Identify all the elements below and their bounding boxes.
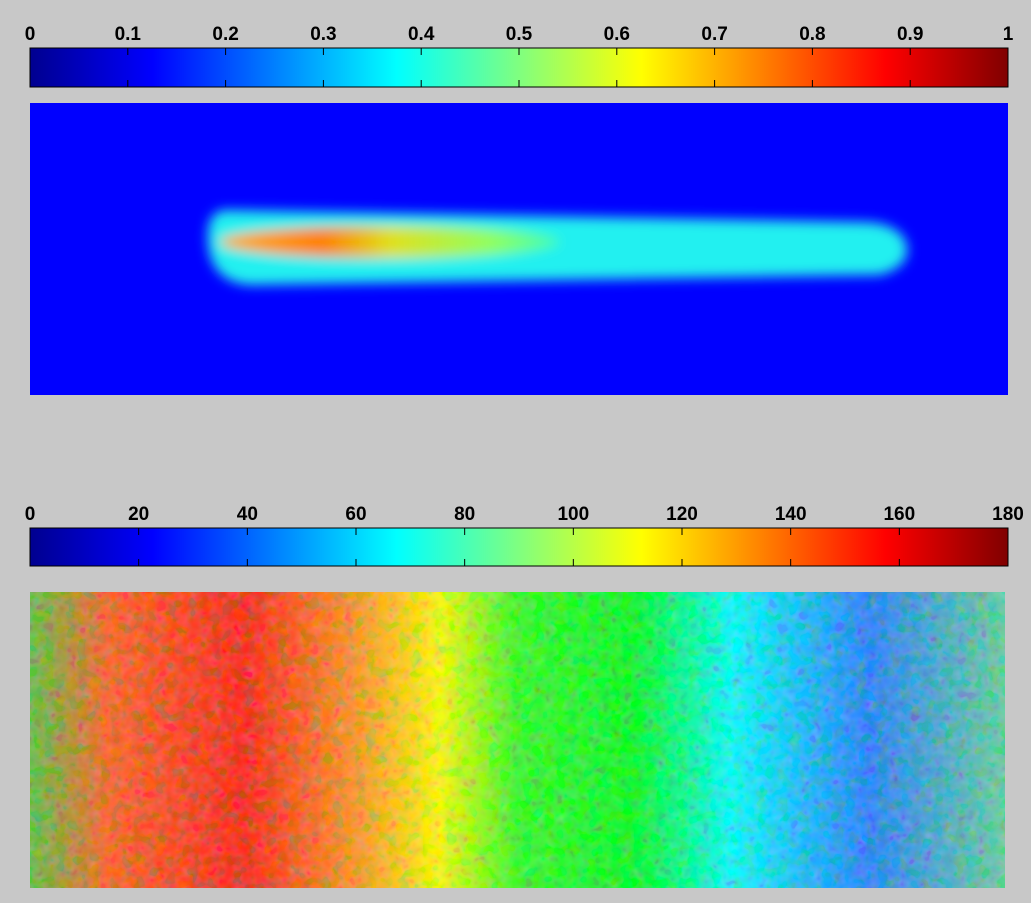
tick-label: 0.1: [115, 24, 142, 45]
tick-label: 0.5: [506, 24, 533, 45]
intensity-blob: [207, 210, 908, 285]
tick-label: 40: [237, 504, 258, 525]
colorbar: [29, 527, 1009, 567]
tick-label: 100: [557, 504, 589, 525]
tick-label: 1: [1003, 24, 1014, 45]
tick-label: 0.8: [799, 24, 825, 45]
tick-label: 80: [454, 504, 475, 525]
tick-label: 120: [666, 504, 698, 525]
tick-label: 0.6: [604, 24, 630, 45]
tick-label: 180: [992, 504, 1024, 525]
tick-label: 0.9: [897, 24, 923, 45]
tick-label: 0.7: [701, 24, 727, 45]
phase-image: [30, 592, 1005, 888]
tick-label: 0: [25, 24, 36, 45]
tick-label: 160: [883, 504, 915, 525]
tick-label: 0.4: [408, 24, 435, 45]
tick-label: 60: [345, 504, 366, 525]
tick-label: 0.3: [310, 24, 336, 45]
tick-label: 0.2: [212, 24, 238, 45]
tick-label: 0: [25, 504, 36, 525]
tick-label: 140: [775, 504, 807, 525]
tick-label: 20: [128, 504, 149, 525]
